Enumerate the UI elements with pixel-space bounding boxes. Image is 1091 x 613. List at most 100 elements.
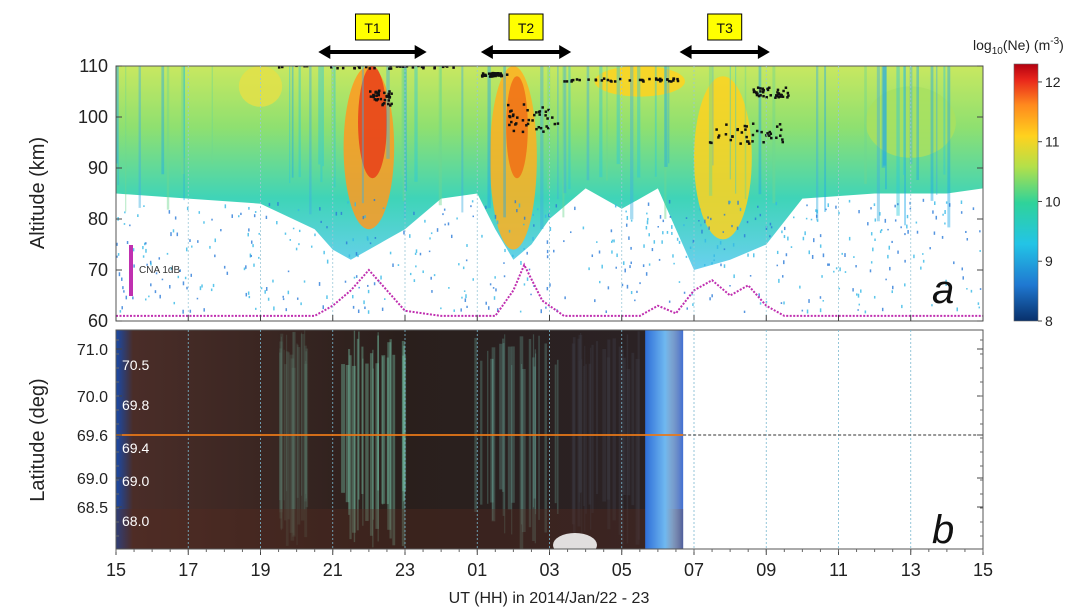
x-tick-label: 09: [756, 560, 776, 580]
density-streak: [298, 66, 301, 178]
density-streak: [824, 66, 827, 212]
peak-dot: [781, 140, 785, 144]
aurora-streak: [382, 356, 384, 505]
speck: [857, 293, 860, 298]
speck: [781, 230, 783, 234]
density-streak: [414, 66, 418, 182]
aurora-streak: [375, 363, 379, 529]
peak-dot: [751, 133, 755, 137]
peak-dot: [766, 132, 769, 135]
cna-scale-label: CNA 1dB: [139, 265, 180, 276]
speck: [965, 230, 967, 234]
image-latitude-label: 69.4: [122, 440, 149, 456]
speck: [536, 208, 539, 211]
speck: [916, 230, 919, 234]
x-tick-label: 21: [323, 560, 343, 580]
speck: [848, 236, 851, 241]
aurora-streak: [544, 343, 548, 533]
peak-dot: [390, 92, 393, 95]
speck: [816, 219, 819, 222]
speck: [326, 226, 328, 229]
speck: [367, 289, 370, 294]
density-streak: [540, 66, 544, 229]
speck: [179, 269, 181, 272]
speck: [944, 210, 946, 214]
density-streak: [930, 66, 934, 201]
speck: [781, 275, 784, 278]
speck: [754, 217, 757, 221]
speck: [904, 259, 906, 263]
peak-dot: [526, 122, 530, 126]
aurora-streak: [511, 365, 513, 535]
speck: [252, 244, 254, 248]
peak-dot: [527, 118, 531, 122]
panel-b-y-label: Latitude (deg): [27, 378, 49, 501]
density-streak: [563, 66, 567, 194]
speck: [906, 224, 908, 229]
speck: [197, 240, 199, 243]
speck: [979, 250, 981, 252]
aurora-streak: [292, 332, 295, 536]
aurora-streak: [392, 354, 396, 546]
horizon-glow: [116, 509, 684, 549]
x-tick-label: 11: [829, 560, 848, 580]
peak-dot: [411, 66, 415, 69]
speck: [212, 283, 215, 288]
peak-dot: [648, 77, 651, 81]
speck: [254, 211, 257, 213]
speck: [808, 299, 810, 303]
speck: [806, 204, 808, 207]
period-label: T2: [518, 20, 535, 36]
speck: [874, 238, 876, 242]
peak-dot: [777, 93, 780, 96]
aurora-streak: [372, 368, 374, 520]
speck: [492, 287, 495, 289]
density-streak: [772, 66, 776, 204]
peak-dot: [731, 135, 734, 138]
speck: [549, 227, 552, 231]
speck: [284, 232, 287, 235]
aurora-streak: [377, 332, 379, 542]
aurora-streak: [618, 346, 623, 535]
speck: [819, 296, 822, 299]
speck: [699, 208, 701, 211]
speck: [894, 219, 897, 222]
speck: [185, 247, 188, 252]
speck: [870, 207, 872, 210]
density-streak: [630, 66, 634, 220]
speck: [948, 203, 951, 207]
peak-dot: [769, 94, 773, 97]
speck: [920, 266, 922, 270]
peak-dot: [422, 66, 425, 70]
density-streak: [322, 66, 324, 167]
peak-dot: [762, 89, 765, 92]
density-streak: [758, 66, 762, 195]
speck: [873, 295, 876, 299]
speck: [255, 307, 257, 310]
peak-dot: [762, 141, 765, 144]
peak-dot: [744, 128, 747, 131]
aurora-streak: [304, 330, 306, 510]
period-arrow-head-left: [318, 45, 331, 59]
aurora-streak: [532, 334, 535, 508]
aurora-streak: [401, 340, 406, 547]
density-streak: [568, 66, 571, 190]
density-streak: [943, 66, 946, 175]
period-label-box: [354, 13, 390, 41]
peak-dot: [505, 73, 509, 76]
speck: [860, 289, 862, 293]
peak-dot: [539, 126, 543, 130]
peak-dot: [500, 74, 503, 77]
speck: [783, 301, 785, 305]
speck: [132, 296, 134, 300]
speck: [150, 283, 152, 287]
speck: [689, 246, 692, 249]
speck: [692, 303, 694, 306]
period-arrow-head-left: [480, 45, 493, 59]
aurora-streak: [507, 346, 512, 510]
density-streak: [599, 66, 603, 178]
peak-dot: [776, 91, 779, 94]
speck: [853, 256, 855, 258]
speck: [389, 251, 392, 255]
